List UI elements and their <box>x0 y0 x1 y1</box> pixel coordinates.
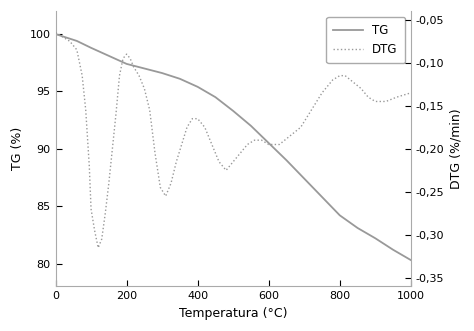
TG <box>142 67 147 71</box>
Y-axis label: DTG (%/min): DTG (%/min) <box>450 109 463 189</box>
TG <box>74 39 80 43</box>
DTG <box>95 246 101 250</box>
DTG <box>383 100 389 104</box>
TG <box>195 85 201 89</box>
DTG <box>113 113 119 117</box>
TG <box>301 177 307 181</box>
DTG <box>53 31 58 35</box>
TG <box>106 54 112 58</box>
Y-axis label: TG (%): TG (%) <box>11 127 24 170</box>
Legend: TG, DTG: TG, DTG <box>326 17 405 63</box>
DTG <box>342 74 348 78</box>
Line: DTG: DTG <box>55 33 411 248</box>
TG <box>212 95 218 99</box>
TG <box>408 258 414 262</box>
X-axis label: Temperatura (°C): Temperatura (°C) <box>179 307 287 320</box>
TG <box>337 213 343 217</box>
DTG <box>287 134 293 138</box>
Line: TG: TG <box>55 34 411 260</box>
TG <box>124 62 129 66</box>
TG <box>177 77 183 81</box>
TG <box>248 124 254 128</box>
TG <box>159 71 165 75</box>
TG <box>355 226 360 230</box>
TG <box>64 35 69 39</box>
TG <box>373 236 378 240</box>
DTG <box>252 138 257 142</box>
TG <box>266 141 272 145</box>
DTG <box>117 74 122 78</box>
TG <box>88 46 94 50</box>
TG <box>53 32 58 36</box>
TG <box>230 109 236 113</box>
TG <box>319 195 325 199</box>
TG <box>283 158 289 162</box>
TG <box>390 248 396 252</box>
DTG <box>408 91 414 95</box>
